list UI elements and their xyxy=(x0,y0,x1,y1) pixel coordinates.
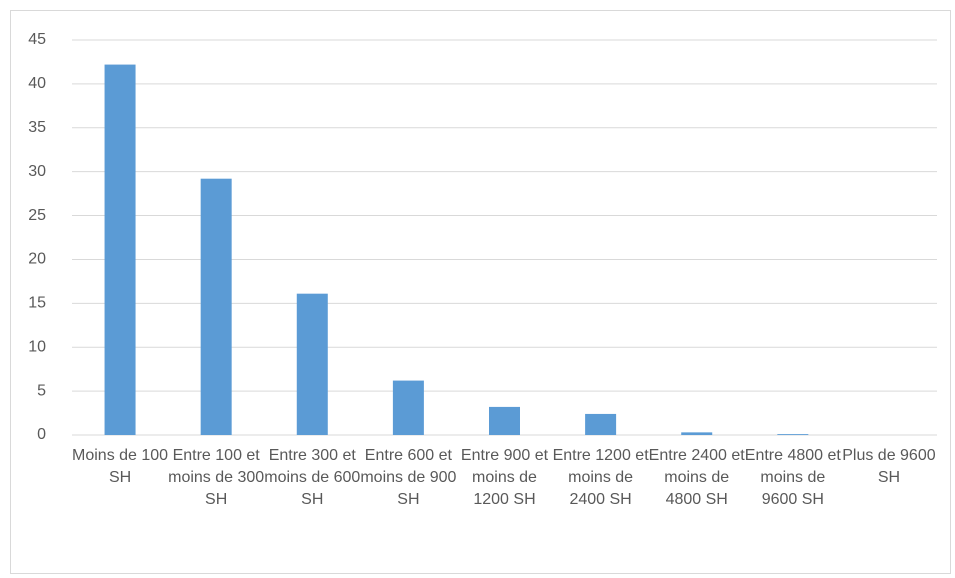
bar xyxy=(585,413,617,435)
y-tick-label: 25 xyxy=(28,207,46,224)
x-tick-label: Entre 600 et moins de 900 SH xyxy=(360,447,457,508)
chart-border xyxy=(10,10,951,574)
x-tick-label-box: Moins de 100 SH xyxy=(72,447,169,486)
x-tick-label-box: Entre 2400 et moins de 4800 SH xyxy=(648,447,745,508)
y-tick-label: 45 xyxy=(28,31,46,48)
y-tick-label: 5 xyxy=(37,382,46,399)
x-tick-label: Entre 300 et moins de 600 SH xyxy=(264,447,361,508)
x-tick-label: Entre 4800 et moins de 9600 SH xyxy=(744,447,841,508)
y-tick-label: 30 xyxy=(28,163,46,180)
bar xyxy=(296,293,328,435)
y-tick-label: 20 xyxy=(28,251,46,268)
x-tick-label-box: Entre 1200 et moins de 2400 SH xyxy=(552,447,649,508)
x-tick-label: Moins de 100 SH xyxy=(72,447,169,486)
y-tick-label: 10 xyxy=(28,338,46,355)
x-tick-label: Plus de 9600 SH xyxy=(842,447,936,486)
x-tick-label: Entre 2400 et moins de 4800 SH xyxy=(648,447,745,508)
x-tick-label-box: Entre 600 et moins de 900 SH xyxy=(360,447,457,508)
x-tick-label-box: Entre 300 et moins de 600 SH xyxy=(264,447,361,508)
bar xyxy=(681,432,713,435)
x-tick-label-box: Entre 4800 et moins de 9600 SH xyxy=(744,447,841,508)
y-tick-label: 15 xyxy=(28,295,46,312)
x-tick-label-box: Entre 100 et moins de 300 SH xyxy=(168,447,265,508)
x-tick-label-box: Plus de 9600 SH xyxy=(842,447,936,486)
x-tick-label: Entre 100 et moins de 300 SH xyxy=(168,447,265,508)
x-tick-label-box: Entre 900 et moins de 1200 SH xyxy=(460,447,549,508)
y-tick-label: 40 xyxy=(28,75,46,92)
bar xyxy=(392,380,424,435)
bar xyxy=(777,434,809,435)
x-tick-label: Entre 1200 et moins de 2400 SH xyxy=(552,447,649,508)
bar xyxy=(489,406,520,435)
bar xyxy=(104,64,136,436)
bar xyxy=(200,178,232,435)
x-tick-label: Entre 900 et moins de 1200 SH xyxy=(460,447,549,508)
y-tick-label: 0 xyxy=(37,426,46,443)
y-tick-label: 35 xyxy=(28,119,46,136)
